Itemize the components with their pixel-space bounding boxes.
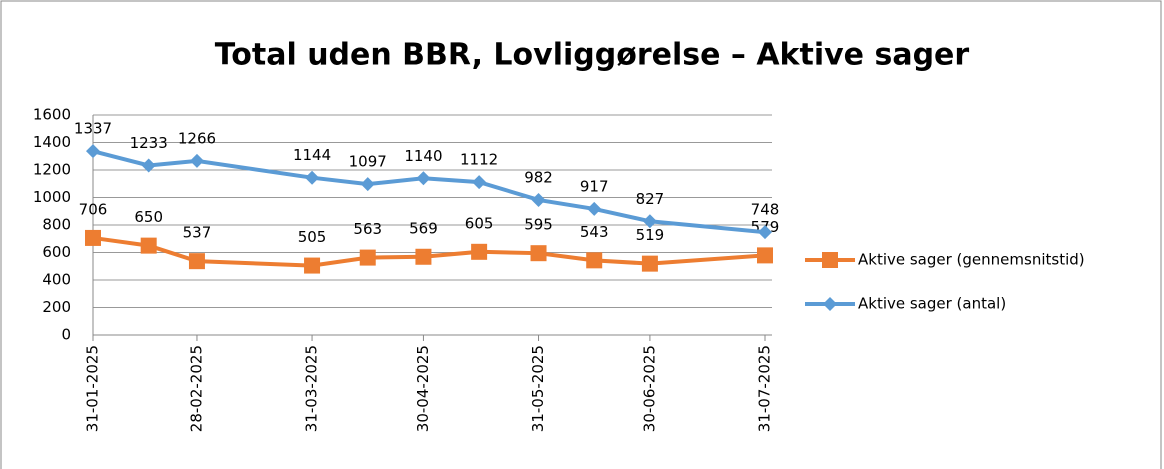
data-label: 1112 <box>460 151 498 169</box>
y-tick-label: 1600 <box>33 106 71 124</box>
marker <box>85 229 101 246</box>
marker <box>141 158 156 173</box>
data-label: 605 <box>465 214 494 232</box>
data-label: 982 <box>524 168 553 186</box>
data-label: 917 <box>580 177 609 195</box>
marker <box>471 243 488 260</box>
x-tick-label: 31-01-2025 <box>84 345 102 432</box>
marker <box>642 214 657 229</box>
data-label: 537 <box>183 224 212 242</box>
marker <box>472 175 487 190</box>
legend-marker <box>823 297 837 311</box>
marker <box>189 153 204 168</box>
y-tick-label: 1400 <box>33 133 71 151</box>
data-label: 706 <box>79 200 108 218</box>
marker <box>359 249 376 266</box>
data-label: 1266 <box>178 129 216 147</box>
x-tick-label: 31-05-2025 <box>529 345 547 432</box>
data-label: 1337 <box>74 120 112 138</box>
marker <box>530 245 547 262</box>
marker <box>305 170 320 185</box>
legend-marker <box>822 252 838 268</box>
y-tick-label: 200 <box>42 298 71 316</box>
data-label: 1144 <box>293 146 331 164</box>
marker <box>188 253 205 270</box>
x-tick-label: 28-02-2025 <box>187 345 205 432</box>
marker <box>86 144 100 159</box>
data-label: 1140 <box>404 147 442 165</box>
x-tick-label: 30-06-2025 <box>640 345 658 432</box>
data-label: 827 <box>636 190 665 208</box>
y-tick-label: 1000 <box>33 188 71 206</box>
marker <box>360 177 375 192</box>
y-tick-label: 400 <box>42 271 71 289</box>
y-tick-label: 0 <box>61 326 71 344</box>
y-tick-label: 1200 <box>33 161 71 179</box>
marker <box>641 255 658 272</box>
marker <box>758 225 772 240</box>
data-label: 563 <box>353 220 382 238</box>
data-label: 543 <box>580 223 609 241</box>
x-tick-label: 30-04-2025 <box>414 345 432 432</box>
data-label: 519 <box>636 226 665 244</box>
x-tick-label: 31-07-2025 <box>756 345 774 432</box>
marker <box>586 252 603 269</box>
marker <box>416 171 431 186</box>
data-label: 1097 <box>349 153 387 171</box>
marker <box>587 201 602 216</box>
data-label: 1233 <box>130 134 168 152</box>
data-label: 595 <box>524 216 553 234</box>
marker <box>757 247 773 264</box>
x-tick-label: 31-03-2025 <box>303 345 321 432</box>
marker <box>415 248 432 265</box>
data-label: 569 <box>409 219 438 237</box>
chart-title: Total uden BBR, Lovliggørelse – Aktive s… <box>215 38 970 73</box>
legend-label: Aktive sager (gennemsnitstid) <box>858 251 1085 269</box>
marker <box>531 192 546 207</box>
marker <box>140 237 157 254</box>
y-tick-label: 600 <box>42 243 71 261</box>
data-label: 748 <box>751 201 780 219</box>
data-label: 650 <box>134 208 163 226</box>
y-tick-label: 800 <box>42 216 71 234</box>
data-label: 505 <box>298 228 327 246</box>
legend-label: Aktive sager (antal) <box>858 295 1006 313</box>
marker <box>304 257 321 274</box>
